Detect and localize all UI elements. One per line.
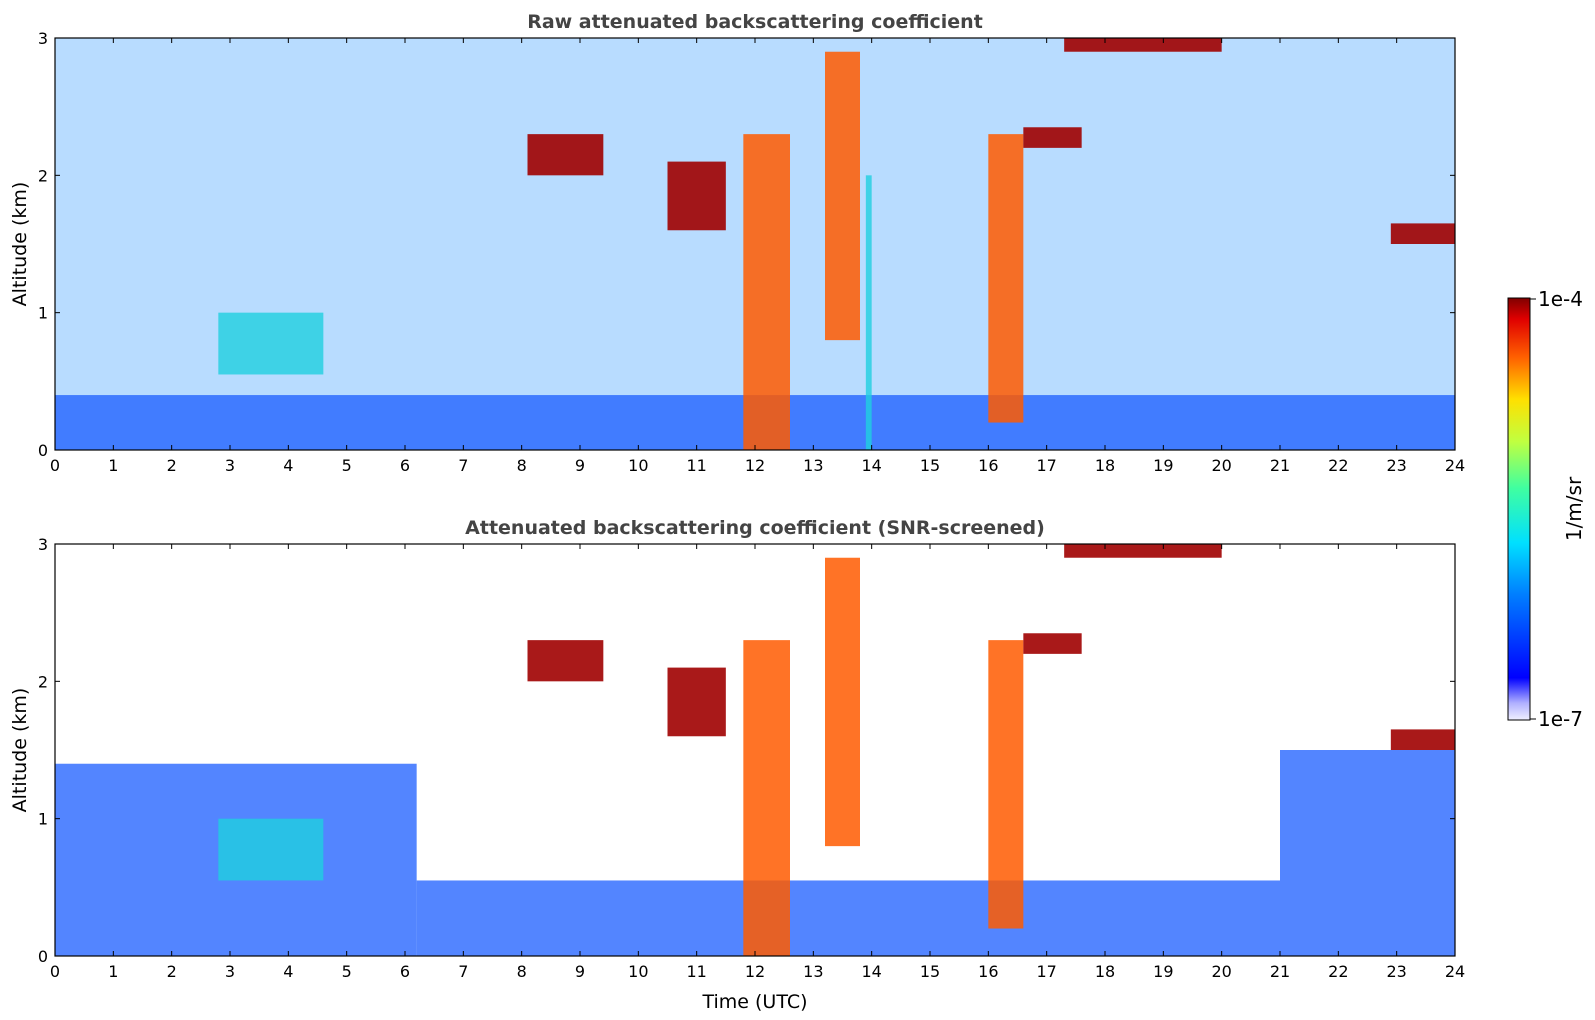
x-tick-label: 19 [1153, 456, 1173, 475]
x-tick-label: 11 [686, 456, 706, 475]
panel-raw-title: Raw attenuated backscattering coefficien… [527, 11, 983, 33]
x-tick-label: 8 [517, 962, 527, 981]
x-tick-label: 18 [1095, 962, 1115, 981]
heatmap-feature-very-high [527, 640, 604, 682]
heatmap-feature-high [825, 557, 860, 847]
x-tick-label: 10 [628, 456, 648, 475]
heatmap-feature-very-high [667, 161, 726, 231]
colorbar-min-label: 1e-7 [1538, 707, 1583, 731]
y-tick-label: 0 [38, 947, 48, 966]
x-tick-label: 0 [50, 456, 60, 475]
colorbar-max-label: 1e-4 [1538, 287, 1583, 311]
panel-screened: Attenuated backscattering coefficient (S… [9, 517, 1465, 1013]
heatmap-feature-very-high [1064, 544, 1222, 558]
y-tick-label: 2 [38, 672, 48, 691]
x-tick-label: 20 [1211, 962, 1231, 981]
x-tick-label: 14 [861, 456, 881, 475]
y-tick-label: 1 [38, 304, 48, 323]
y-axis-label-raw: Altitude (km) [9, 182, 31, 307]
x-tick-label: 23 [1386, 962, 1406, 981]
x-tick-label: 15 [920, 456, 940, 475]
heatmap-screened [55, 544, 1455, 956]
heatmap-feature-very-high [1023, 633, 1082, 654]
x-tick-label: 0 [50, 962, 60, 981]
y-tick-label: 2 [38, 166, 48, 185]
x-tick-label: 7 [458, 456, 468, 475]
y-tick-label: 1 [38, 810, 48, 829]
x-tick-label: 20 [1211, 456, 1231, 475]
heatmap-feature-low [416, 880, 1281, 956]
x-tick-label: 9 [575, 962, 585, 981]
x-tick-label: 8 [517, 456, 527, 475]
heatmap-feature-high [988, 134, 1024, 423]
heatmap-raw [55, 38, 1455, 450]
x-tick-label: 11 [686, 962, 706, 981]
heatmap-feature-high [743, 640, 790, 956]
x-tick-label: 22 [1328, 962, 1348, 981]
x-tick-label: 2 [167, 962, 177, 981]
heatmap-feature-very-high [667, 667, 726, 737]
x-tick-label: 7 [458, 962, 468, 981]
heatmap-feature-very-high [1023, 127, 1082, 148]
x-axis-screened: 0 1 2 3 4 5 6 7 8 9 10 11 12 13 14 15 16 17 18 19 20 21 22 23 24 [50, 544, 1465, 981]
x-tick-label: 13 [803, 962, 823, 981]
x-tick-label: 16 [978, 456, 998, 475]
panel-raw: Raw attenuated backscattering coefficien… [9, 11, 1465, 475]
y-tick-label: 0 [38, 441, 48, 460]
x-tick-label: 22 [1328, 456, 1348, 475]
x-tick-label: 15 [920, 962, 940, 981]
x-tick-label: 21 [1270, 962, 1290, 981]
x-tick-label: 19 [1153, 962, 1173, 981]
x-tick-label: 6 [400, 456, 410, 475]
heatmap-feature-very-high [1390, 223, 1455, 244]
heatmap-feature-very-high [1064, 38, 1222, 52]
heatmap-feature-high [743, 134, 790, 450]
x-tick-label: 17 [1036, 962, 1056, 981]
x-tick-label: 21 [1270, 456, 1290, 475]
x-tick-label: 24 [1445, 962, 1465, 981]
x-tick-label: 24 [1445, 456, 1465, 475]
x-tick-label: 13 [803, 456, 823, 475]
x-axis-label: Time (UTC) [701, 991, 807, 1013]
heatmap-feature-moderate [865, 175, 872, 450]
y-axis-screened: 0 1 2 3 [38, 535, 1455, 966]
heatmap-feature-high [825, 51, 860, 341]
y-tick-label: 3 [38, 29, 48, 48]
heatmap-feature-very-high [527, 134, 604, 176]
x-tick-label: 14 [861, 962, 881, 981]
y-tick-label: 3 [38, 535, 48, 554]
x-tick-label: 23 [1386, 456, 1406, 475]
x-tick-label: 5 [342, 962, 352, 981]
x-tick-label: 4 [283, 962, 293, 981]
x-tick-label: 16 [978, 962, 998, 981]
heatmap-feature-high [988, 640, 1024, 929]
heatmap-feature-very-high [1390, 729, 1455, 750]
y-axis-label-screened: Altitude (km) [9, 688, 31, 813]
heatmap-feature-moderate [218, 818, 324, 881]
x-tick-label: 6 [400, 962, 410, 981]
x-tick-label: 1 [108, 456, 118, 475]
x-tick-label: 1 [108, 962, 118, 981]
heatmap-feature-low [1280, 750, 1455, 956]
heatmap-feature-moderate [218, 312, 324, 375]
x-tick-label: 4 [283, 456, 293, 475]
x-tick-label: 3 [225, 962, 235, 981]
x-tick-label: 18 [1095, 456, 1115, 475]
x-tick-label: 10 [628, 962, 648, 981]
x-tick-label: 17 [1036, 456, 1056, 475]
x-tick-label: 2 [167, 456, 177, 475]
y-axis-raw: 0 1 2 3 [38, 29, 1455, 460]
colorbar-gradient [1507, 297, 1531, 721]
colorbar-unit-label: 1/m/sr [1562, 476, 1586, 541]
x-tick-label: 5 [342, 456, 352, 475]
x-axis-raw: 0 1 2 3 4 5 6 7 8 9 10 11 12 13 14 15 16 17 18 19 20 21 22 23 24 [50, 38, 1465, 475]
x-tick-label: 12 [745, 962, 765, 981]
panel-screened-title: Attenuated backscattering coefficient (S… [465, 517, 1045, 539]
x-tick-label: 12 [745, 456, 765, 475]
x-tick-label: 3 [225, 456, 235, 475]
colorbar: 1e-4 1e-7 1/m/sr [1507, 287, 1586, 731]
x-tick-label: 9 [575, 456, 585, 475]
